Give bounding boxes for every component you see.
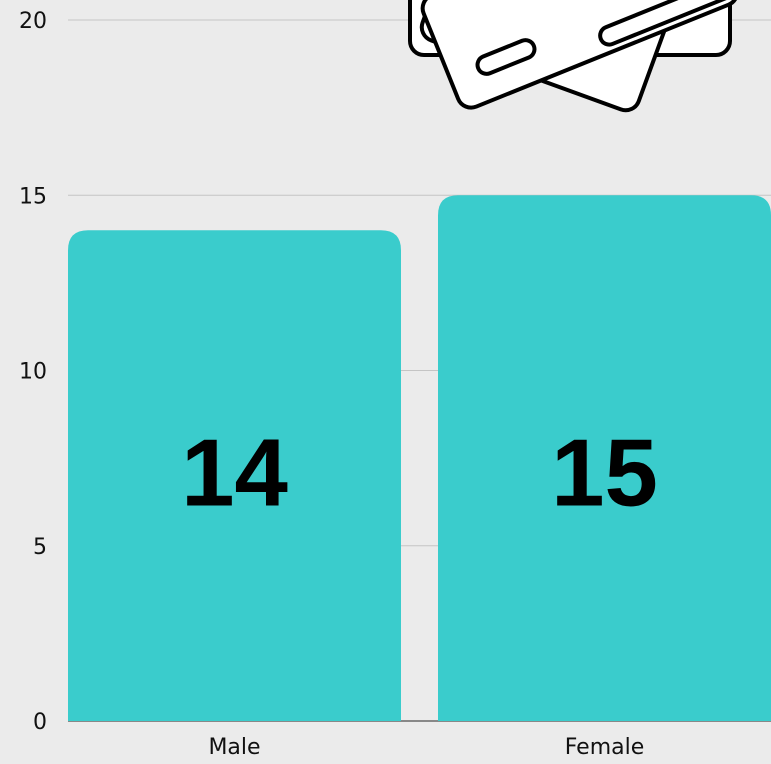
y-tick-label: 0 <box>33 710 47 735</box>
value-label: 14 <box>181 419 288 526</box>
y-tick-label: 5 <box>33 535 47 560</box>
y-tick-label: 10 <box>19 360 47 385</box>
x-tick-label: Female <box>565 735 645 760</box>
y-tick-label: 15 <box>19 184 47 209</box>
x-tick-label: Male <box>208 735 260 760</box>
value-label: 15 <box>551 419 658 526</box>
chart: 14 15 0 5 10 15 20 Male Female <box>0 0 771 764</box>
y-tick-label: 20 <box>19 9 47 34</box>
